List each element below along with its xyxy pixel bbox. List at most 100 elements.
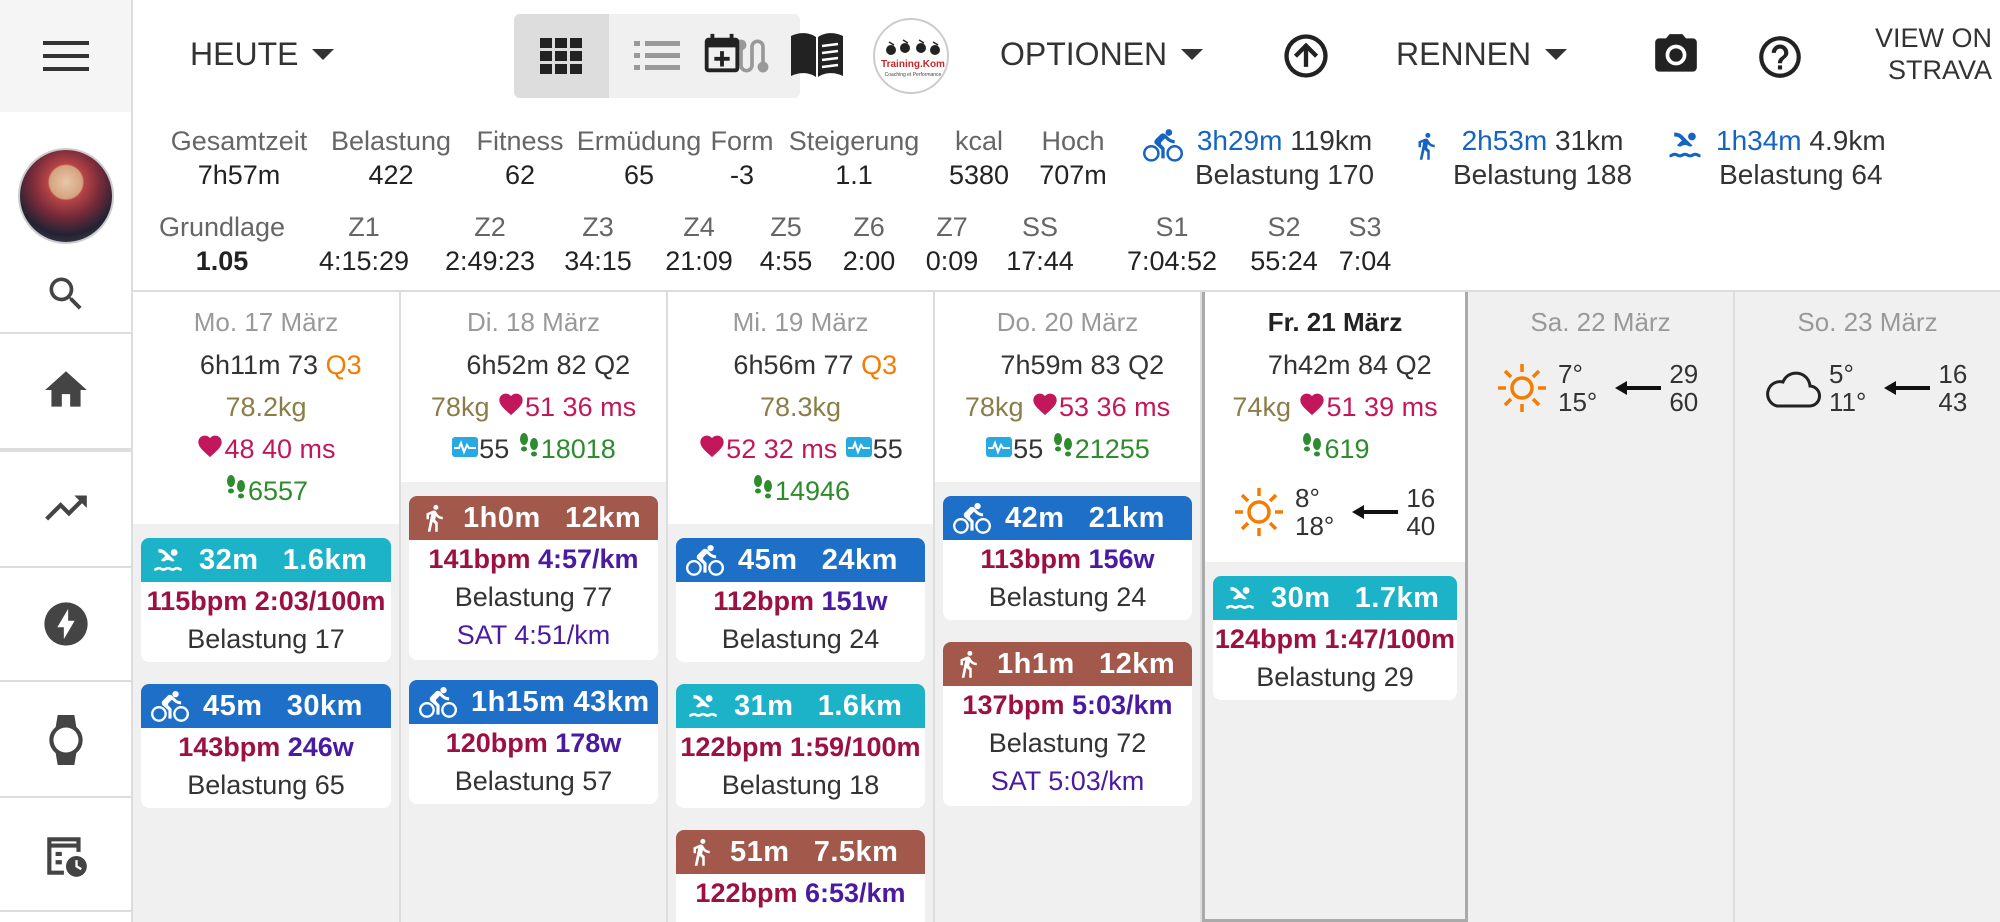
swim-icon (1669, 132, 1701, 158)
sun-icon (1498, 364, 1546, 412)
stat-z4: Z4 21:09 (665, 212, 733, 276)
day-title: Mo. 17 März (193, 307, 339, 337)
view-mode-toggle (514, 14, 800, 98)
footprints-icon (753, 475, 772, 499)
menu-button[interactable] (0, 0, 131, 112)
add-event-button[interactable] (699, 30, 745, 80)
sidebar (0, 0, 133, 922)
stat-z3: Z3 34:15 (564, 212, 632, 276)
day-header: Mo. 17 März 6h11m 73 Q3 78.2kg 48 40 ms … (133, 292, 399, 524)
footprints-icon (519, 433, 538, 457)
moon-icon (438, 349, 451, 373)
stress-steps-line: 55 21255 (935, 428, 1200, 470)
day-header: Fr. 21 März 7h42m 84 Q2 74kg 51 39 ms 61… (1205, 292, 1465, 562)
search-button[interactable] (0, 262, 131, 326)
library-button[interactable] (789, 32, 845, 78)
activity-header: 1h1m 12km (943, 642, 1192, 686)
chevron-down-icon (312, 49, 335, 60)
stat-form: Form -3 (710, 126, 774, 190)
activity-card-swim[interactable]: 30m 1.7km 124bpm 1:47/100m Belastung 29 (1213, 576, 1457, 700)
activity-card-run[interactable]: 1h1m 12km 137bpm 5:03/km Belastung 72 SA… (943, 642, 1192, 806)
sport-summary-run: 2h53m 31km Belastung 188 (1411, 124, 1632, 192)
footprints-icon (226, 475, 245, 499)
day-column[interactable]: Di. 18 März 6h52m 82 Q2 78kg 51 36 ms 55… (401, 292, 668, 922)
power-button[interactable] (0, 584, 131, 664)
cloud-icon (1766, 371, 1821, 408)
day-title: Do. 20 März (996, 307, 1139, 337)
sport-summary-bike: 3h29m 119km Belastung 170 (1143, 124, 1374, 192)
chevron-down-icon (1181, 49, 1204, 60)
day-column[interactable]: Sa. 22 März 7° 15° 29 60 (1468, 292, 1735, 922)
sleep-line: 6h52m 82 Q2 (401, 344, 666, 386)
coach-logo[interactable]: Training.Kom Coaching et Performance (873, 18, 949, 94)
stat-ramp: Steigerung 1.1 (788, 126, 920, 190)
activity-card-swim[interactable]: 31m 1.6km 122bpm 1:59/100m Belastung 18 (676, 684, 925, 808)
activity-card-run[interactable]: 1h0m 12km 141bpm 4:57/km Belastung 77 SA… (409, 496, 658, 660)
activity-card-run[interactable]: 51m 7.5km 122bpm 6:53/km (676, 830, 925, 922)
route-view-button[interactable] (704, 14, 799, 98)
activity-header: 32m 1.6km (141, 538, 391, 582)
week-calendar: Mo. 17 März 6h11m 73 Q3 78.2kg 48 40 ms … (133, 292, 2000, 922)
heart-icon (198, 435, 223, 458)
strava-line1: VIEW ON (1875, 23, 1993, 53)
home-button[interactable] (0, 350, 131, 430)
steps-line: 6557 (133, 470, 399, 512)
activity-card-bike[interactable]: 42m 21km 113bpm 156w Belastung 24 (943, 496, 1192, 620)
sleep-line: 7h42m 84 Q2 (1205, 344, 1465, 386)
wind-arrow-icon (1352, 505, 1399, 519)
run-icon (426, 504, 443, 532)
grid-view-button[interactable] (514, 14, 609, 98)
options-dropdown[interactable]: OPTIONEN (1000, 36, 1204, 73)
activity-card-bike[interactable]: 45m 24km 112bpm 151w Belastung 24 (676, 538, 925, 662)
day-column[interactable]: So. 23 März 5° 11° 16 43 (1735, 292, 2000, 922)
swim-icon (1226, 587, 1254, 609)
activity-card-bike[interactable]: 45m 30km 143bpm 246w Belastung 65 (141, 684, 391, 808)
heart-icon (1033, 393, 1057, 416)
svg-text:Coaching et Performance: Coaching et Performance (885, 72, 942, 78)
stat-load: Belastung 422 (330, 126, 452, 190)
stat-ss: SS 17:44 (1006, 212, 1074, 276)
steps-line: 619 (1205, 428, 1465, 470)
trends-button[interactable] (0, 468, 131, 548)
activity-card-bike[interactable]: 1h15m 43km 120bpm 178w Belastung 57 (409, 680, 658, 804)
day-column-today[interactable]: Fr. 21 März 7h42m 84 Q2 74kg 51 39 ms 61… (1202, 292, 1468, 922)
view-on-strava-link[interactable]: VIEW ON STRAVA (1875, 22, 1992, 86)
swim-icon (689, 695, 717, 717)
trending-icon (44, 495, 87, 521)
sleep-line: 6h56m 77 Q3 (668, 344, 933, 386)
day-column[interactable]: Mi. 19 März 6h56m 77 Q3 78.3kg 52 32 ms … (668, 292, 935, 922)
upload-button[interactable] (1280, 30, 1332, 82)
activity-header: 1h15m 43km (409, 680, 658, 724)
weekly-stats: Gesamtzeit 7h57m Belastung 422 Fitness 62 E… (133, 112, 2000, 292)
day-column[interactable]: Mo. 17 März 6h11m 73 Q3 78.2kg 48 40 ms … (133, 292, 401, 922)
day-title: Fr. 21 März (1267, 307, 1403, 337)
help-button[interactable] (1755, 32, 1805, 82)
period-dropdown[interactable]: HEUTE (190, 36, 335, 73)
home-icon (44, 371, 87, 407)
race-dropdown[interactable]: RENNEN (1396, 36, 1568, 73)
activity-header: 45m 30km (141, 684, 391, 728)
activity-header: 1h0m 12km (409, 496, 658, 540)
activity-card-swim[interactable]: 32m 1.6km 115bpm 2:03/100m Belastung 17 (141, 538, 391, 662)
heart-icon (499, 393, 523, 416)
toolbar: HEUTE Training.Kom Coaching et Performanc… (133, 0, 2000, 112)
day-column[interactable]: Do. 20 März 7h59m 83 Q2 78kg 53 36 ms 55… (935, 292, 1202, 922)
stat-z1: Z1 4:15:29 (318, 212, 410, 276)
calendar-history-button[interactable] (0, 812, 131, 900)
stat-total-time: Gesamtzeit 7h57m (170, 126, 308, 190)
day-title: Sa. 22 März (1530, 307, 1671, 337)
screenshot-button[interactable] (1651, 32, 1701, 78)
bike-icon (419, 686, 457, 718)
watch-button[interactable] (0, 698, 131, 782)
stat-s2: S2 55:24 (1250, 212, 1318, 276)
sport-summary-swim: 1h34m 4.9km Belastung 64 (1666, 124, 1886, 192)
route-icon (735, 39, 768, 73)
calendar-plus-icon (704, 33, 740, 73)
sleep-line: 6h11m 73 Q3 (133, 344, 399, 386)
list-view-button[interactable] (609, 14, 704, 98)
avatar[interactable] (18, 148, 114, 244)
strava-line2: STRAVA (1887, 55, 1993, 85)
help-circle-icon (1759, 36, 1801, 78)
stat-s1: S1 7:04:52 (1126, 212, 1218, 276)
stat-z7: Z7 0:09 (925, 212, 979, 276)
